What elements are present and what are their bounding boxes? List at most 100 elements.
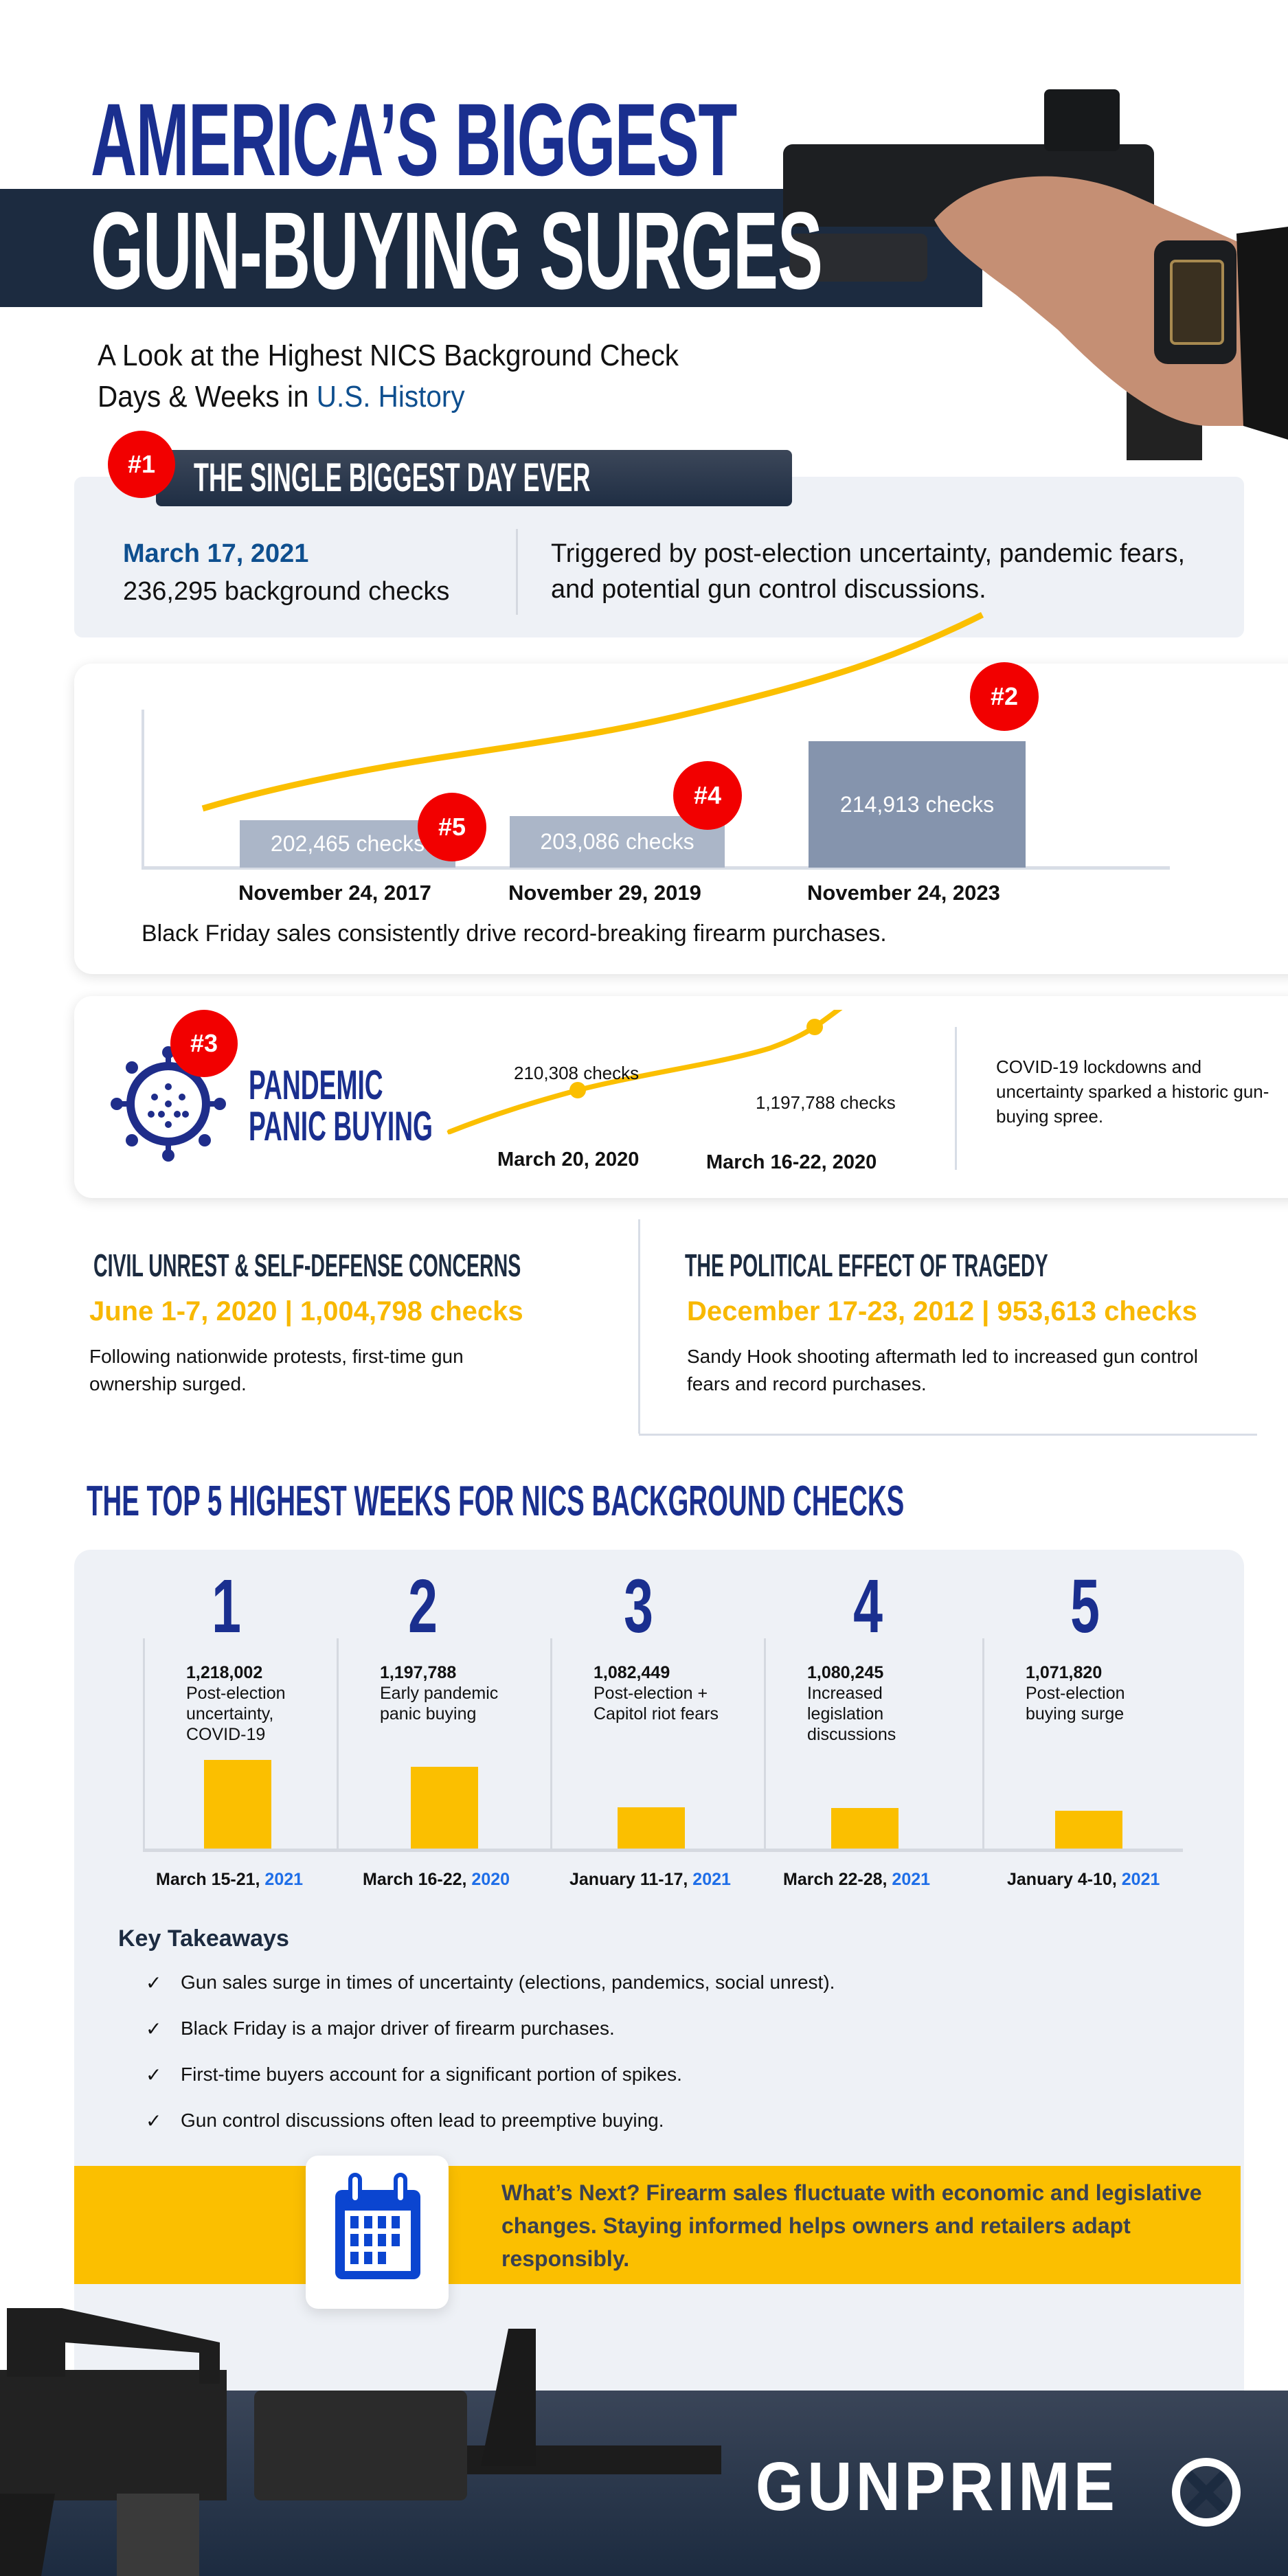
- rank-text: #4: [693, 781, 722, 810]
- column-divider: [764, 1638, 766, 1851]
- pandemic-point2-label: 1,197,788 checks: [756, 1092, 896, 1113]
- bar-label: 202,465 checks: [270, 831, 425, 856]
- column-divider: [337, 1638, 339, 1851]
- rank-text: #3: [190, 1029, 218, 1057]
- takeaway-item: Gun control discussions often lead to pr…: [181, 2110, 664, 2131]
- week-info: 1,218,002 Post-election uncertainty, COVI…: [186, 1662, 351, 1745]
- rank-badge: #5: [418, 793, 486, 862]
- week-year: 2021: [692, 1870, 731, 1889]
- week-info: 1,071,820 Post-election buying surge: [1026, 1662, 1190, 1724]
- civil-unrest-heading-text: CIVIL UNREST & SELF-DEFENSE CONCERNS: [93, 1247, 521, 1283]
- week-reason: Post-election uncertainty, COVID-19: [186, 1684, 286, 1744]
- subtitle-line-1: A Look at the Highest NICS Background Ch…: [98, 339, 679, 372]
- biggest-day-heading: THE SINGLE BIGGEST DAY EVER: [194, 455, 591, 500]
- bar-date: November 24, 2023: [807, 881, 1000, 905]
- rank-number: 1: [192, 1569, 261, 1645]
- top5-title-text: THE TOP 5 HIGHEST WEEKS FOR NICS BACKGRO…: [87, 1478, 905, 1525]
- title-line-2: GUN-BUYING SURGES: [91, 196, 1270, 306]
- top5-title: THE TOP 5 HIGHEST WEEKS FOR NICS BACKGRO…: [87, 1477, 1288, 1526]
- biggest-day-heading-bar: THE SINGLE BIGGEST DAY EVER: [156, 450, 792, 506]
- week-info: 1,080,245 Increased legislation discussio…: [807, 1662, 972, 1745]
- subtitle-text: Days & Weeks in: [98, 380, 317, 414]
- subtitle-highlight: U.S. History: [316, 380, 465, 414]
- week-date: January 11-17, 2021: [569, 1870, 731, 1890]
- rank-number-text: 4: [853, 1564, 883, 1649]
- check-icon: ✓: [146, 2110, 162, 2132]
- rank-number-text: 1: [212, 1564, 242, 1649]
- point-march-20: [569, 1082, 586, 1098]
- week-reason: Increased legislation discussions: [807, 1684, 896, 1744]
- subtitle-line-2: Days & Weeks in U.S. History: [98, 376, 679, 418]
- tragedy-body: Sandy Hook shooting aftermath led to inc…: [687, 1346, 1199, 1394]
- pandemic-point1-label: 210,308 checks: [514, 1063, 640, 1083]
- week-reason: Early pandemic panic buying: [380, 1684, 499, 1724]
- rank-number: 5: [1051, 1569, 1120, 1645]
- divider: [639, 1434, 1257, 1436]
- rifle-image: [0, 2308, 721, 2576]
- week-bar: [411, 1767, 478, 1850]
- pandemic-curve-final: [447, 1010, 921, 1135]
- week-checks: 1,082,449: [594, 1663, 670, 1682]
- week-year: 2021: [264, 1870, 304, 1889]
- bar-date: November 29, 2019: [508, 881, 701, 905]
- title-line-1: AMERICA’S BIGGEST: [91, 88, 1132, 191]
- week-date: March 22-28, 2021: [783, 1870, 930, 1890]
- week-date-text: March 16-22,: [363, 1870, 472, 1889]
- logo-text: GUNPRIME: [756, 2448, 1119, 2525]
- gunprime-logo: GUNPRIME: [756, 2452, 1159, 2521]
- rank-number: 3: [605, 1569, 673, 1645]
- top5-baseline: [143, 1849, 1183, 1852]
- week-bar: [831, 1807, 899, 1850]
- title-text-2: GUN-BUYING SURGES: [91, 189, 823, 312]
- pandemic-title-1: PANDEMIC: [249, 1062, 383, 1108]
- week-date-text: March 15-21,: [156, 1870, 265, 1889]
- whats-next-text: What’s Next? Firearm sales fluctuate wit…: [501, 2180, 1202, 2271]
- point-march-16-22: [806, 1019, 823, 1035]
- column-divider: [550, 1638, 552, 1851]
- bar-label: 214,913 checks: [839, 791, 995, 817]
- calendar-tile: [306, 2156, 449, 2309]
- whats-next-banner: [74, 2166, 1241, 2284]
- week-date: January 4-10, 2021: [1007, 1870, 1160, 1890]
- rank-text: #2: [990, 682, 1019, 710]
- takeaway-item: Black Friday is a major driver of firear…: [181, 2018, 615, 2039]
- takeaway-item: Gun sales surge in times of uncertainty …: [181, 1971, 835, 1993]
- week-date-text: March 22-28,: [783, 1870, 892, 1889]
- black-friday-bar: 214,913 checks: [809, 741, 1026, 868]
- rank-badge: #2: [970, 662, 1039, 731]
- divider: [638, 1219, 640, 1434]
- week-year: 2021: [892, 1870, 931, 1889]
- column-divider: [982, 1638, 984, 1851]
- subtitle: A Look at the Highest NICS Background Ch…: [98, 335, 679, 418]
- week-date-text: January 11-17,: [569, 1870, 693, 1889]
- biggest-day-date: March 17, 2021: [123, 539, 309, 568]
- week-bar: [618, 1807, 685, 1850]
- bar-label: 203,086 checks: [540, 829, 694, 855]
- check-icon: ✓: [146, 2018, 162, 2040]
- week-year: 2020: [471, 1870, 510, 1889]
- week-checks: 1,080,245: [807, 1663, 884, 1682]
- rank-text: #1: [127, 450, 156, 478]
- week-bar: [1055, 1811, 1122, 1850]
- week-checks: 1,071,820: [1026, 1663, 1103, 1682]
- pandemic-title: PANDEMIC PANIC BUYING: [249, 1065, 545, 1147]
- week-year: 2021: [1121, 1870, 1160, 1889]
- week-date: March 15-21, 2021: [156, 1870, 303, 1890]
- divider: [516, 529, 518, 615]
- rank-badge-1: #1: [108, 431, 175, 498]
- week-bar: [204, 1760, 271, 1850]
- title-text-1: AMERICA’S BIGGEST: [91, 82, 737, 197]
- civil-unrest-heading: CIVIL UNREST & SELF-DEFENSE CONCERNS: [93, 1247, 783, 1284]
- rank-badge-3: #3: [170, 1010, 238, 1077]
- chart-y-axis: [142, 710, 144, 869]
- tragedy-heading-text: THE POLITICAL EFFECT OF TRAGEDY: [685, 1247, 1048, 1283]
- rank-number: 2: [389, 1569, 457, 1645]
- check-icon: ✓: [146, 2064, 162, 2086]
- takeaway-item: First-time buyers account for a signific…: [181, 2064, 682, 2085]
- check-icon: ✓: [146, 1972, 162, 1993]
- week-info: 1,082,449 Post-election + Capitol riot fe…: [594, 1662, 758, 1724]
- week-reason: Post-election buying surge: [1026, 1684, 1125, 1724]
- pandemic-description: COVID-19 lockdowns and uncertainty spark…: [996, 1057, 1269, 1127]
- week-date-text: January 4-10,: [1007, 1870, 1122, 1889]
- black-friday-caption: Black Friday sales consistently drive re…: [142, 920, 887, 947]
